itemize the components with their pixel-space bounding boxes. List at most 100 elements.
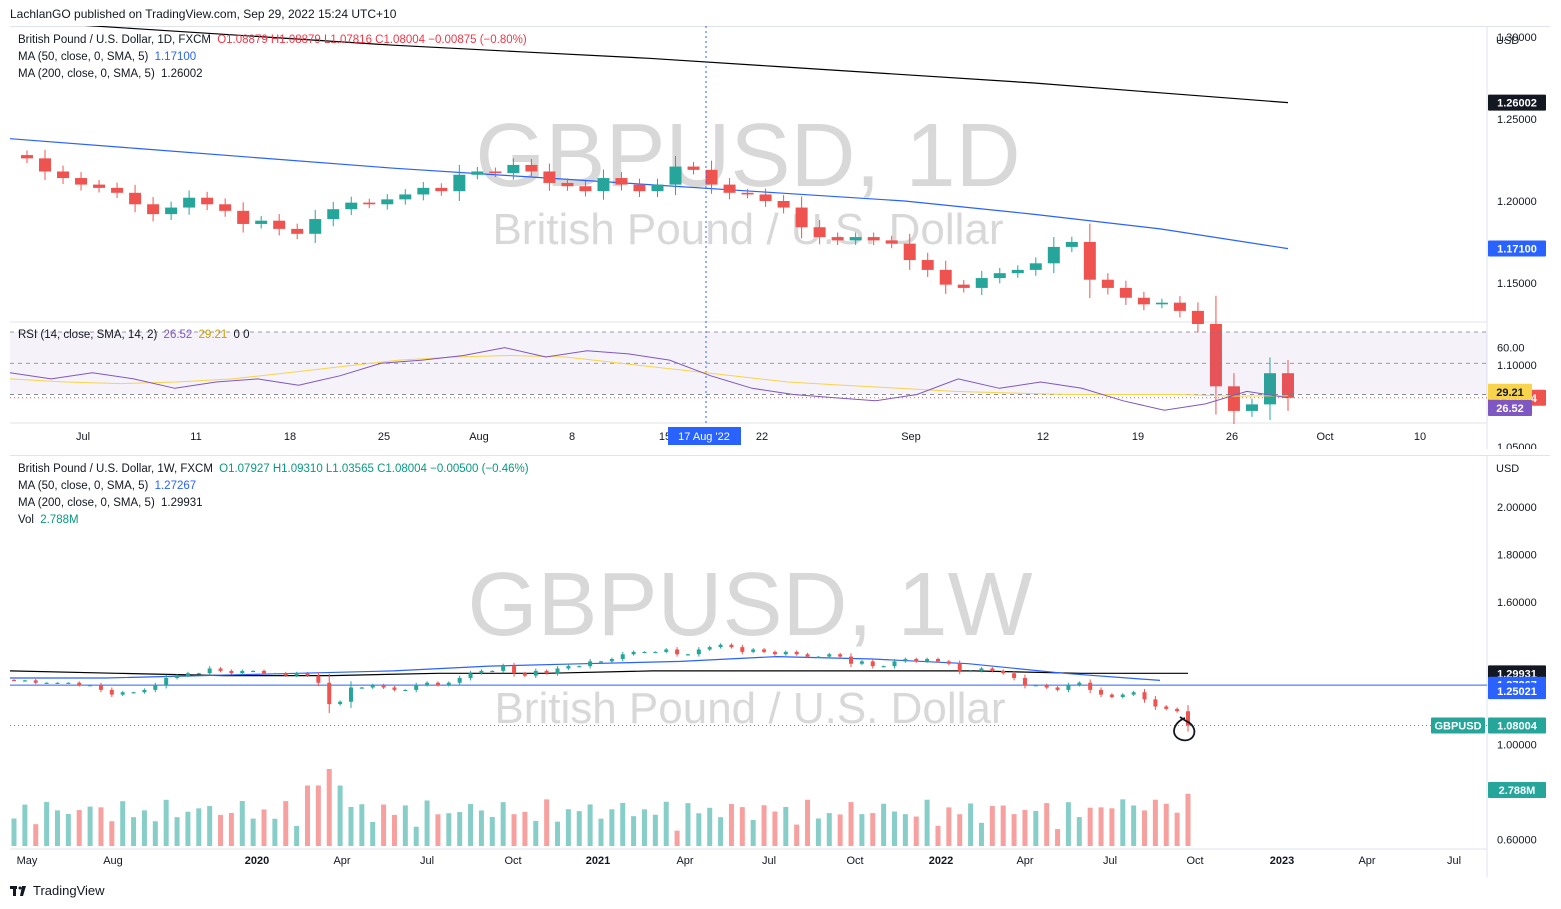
weekly-candle xyxy=(675,649,680,655)
weekly-watermark-ticker: GBPUSD, 1W xyxy=(467,555,1032,655)
weekly-watermark-name: British Pound / U.S. Dollar xyxy=(494,684,1005,733)
weekly-legend-vol[interactable]: Vol 2.788M xyxy=(18,514,82,526)
weekly-ma50-line xyxy=(10,655,1161,681)
daily-chart[interactable]: GBPUSD, 1D British Pound / U.S. Dollar U… xyxy=(0,26,1561,449)
footer-brand[interactable]: TradingView xyxy=(10,883,105,898)
weekly-candle xyxy=(1012,673,1017,678)
weekly-candle xyxy=(685,654,690,656)
daily-legend-ma200[interactable]: MA (200, close, 0, SMA, 5) 1.26002 xyxy=(18,68,206,80)
weekly-volume-bar xyxy=(978,822,984,846)
daily-candle xyxy=(489,171,502,174)
weekly-x-tick: May xyxy=(17,855,38,867)
rsi-line xyxy=(9,347,1289,411)
rsi-tag-value-bg xyxy=(1488,399,1532,416)
weekly-volume-bar xyxy=(609,809,615,846)
weekly-volume-bar xyxy=(174,817,180,846)
daily-candle xyxy=(39,158,52,172)
daily-candle xyxy=(435,187,448,192)
daily-candle xyxy=(651,184,664,192)
weekly-volume-bar xyxy=(881,803,887,846)
weekly-volume-bar xyxy=(837,814,843,846)
daily-candle xyxy=(399,194,412,200)
weekly-volume-bar xyxy=(1022,809,1028,846)
weekly-candle xyxy=(925,659,930,662)
weekly-volume-bar xyxy=(65,813,71,846)
weekly-volume-bar xyxy=(305,785,310,846)
weekly-volume-bar xyxy=(315,785,321,846)
weekly-x-tick: 2020 xyxy=(245,855,269,867)
daily-ma50-value: 1.17100 xyxy=(154,51,197,63)
daily-legend-ma50[interactable]: MA (50, close, 0, SMA, 5) 1.17100 xyxy=(18,51,199,63)
weekly-tag-volume: 2.788M xyxy=(1499,785,1536,797)
weekly-volume-bar xyxy=(239,801,245,846)
weekly-candle xyxy=(1001,670,1006,674)
daily-candle xyxy=(975,278,988,288)
weekly-tag-symbol-bg xyxy=(1431,717,1485,734)
daily-candle xyxy=(129,192,142,205)
weekly-candle xyxy=(1120,694,1125,697)
weekly-candle xyxy=(946,661,951,664)
daily-x-tick: Aug xyxy=(469,431,489,443)
weekly-candle xyxy=(588,661,593,667)
daily-y-tick: 1.25000 xyxy=(1497,114,1537,126)
weekly-volume-bar xyxy=(641,809,647,846)
daily-x-tick: Jul xyxy=(76,431,90,443)
weekly-volume-bar xyxy=(1120,799,1126,846)
weekly-legend-ma200[interactable]: MA (200, close, 0, SMA, 5) 1.29931 xyxy=(18,497,206,509)
publish-header: LachlanGO published on TradingView.com, … xyxy=(10,7,397,21)
weekly-volume-bar xyxy=(185,811,191,846)
weekly-volume-bar xyxy=(413,826,419,846)
daily-candle xyxy=(921,260,934,270)
weekly-volume-bar xyxy=(859,814,865,846)
weekly-ma50-label: MA (50, close, 0, SMA, 5) xyxy=(18,480,149,492)
weekly-tag-symbol: GBPUSD xyxy=(1434,721,1481,733)
daily-candle xyxy=(579,186,592,192)
weekly-candle xyxy=(1066,685,1071,690)
daily-candle xyxy=(1227,386,1240,411)
weekly-candle xyxy=(392,687,397,690)
weekly-candle xyxy=(457,678,462,683)
daily-x-tick: 10 xyxy=(1414,431,1426,443)
weekly-candle xyxy=(935,659,940,662)
daily-x-tick: 11 xyxy=(190,431,201,443)
weekly-volume-bar xyxy=(783,806,789,846)
daily-candle xyxy=(813,227,826,238)
weekly-volume-bar xyxy=(478,810,484,846)
weekly-candle xyxy=(642,651,647,654)
weekly-candle xyxy=(816,656,821,658)
weekly-chart[interactable]: GBPUSD, 1W British Pound / U.S. Dollar U… xyxy=(0,455,1561,877)
daily-currency-label: USD xyxy=(1496,35,1519,47)
weekly-volume-bar xyxy=(750,819,756,846)
daily-crosshair-label-bg xyxy=(668,427,741,445)
weekly-ma200-label: MA (200, close, 0, SMA, 5) xyxy=(18,497,155,509)
daily-candle xyxy=(561,182,574,187)
weekly-candle xyxy=(762,649,767,652)
daily-candle xyxy=(453,174,466,192)
weekly-candle xyxy=(240,670,245,674)
weekly-candle xyxy=(609,659,614,662)
daily-candle xyxy=(777,201,790,208)
daily-candle xyxy=(1029,263,1042,270)
weekly-volume-bar xyxy=(98,807,104,846)
weekly-candle xyxy=(33,680,38,683)
weekly-volume-bar xyxy=(511,814,517,846)
weekly-volume-bar xyxy=(555,821,561,846)
daily-y-tick: 1.30000 xyxy=(1497,32,1537,44)
daily-candle xyxy=(849,237,862,241)
daily-candle xyxy=(1047,246,1060,264)
weekly-volume-bar xyxy=(826,813,832,846)
weekly-candle xyxy=(555,668,560,674)
footer-brand-label: TradingView xyxy=(33,883,105,898)
weekly-volume-bar xyxy=(533,820,539,846)
weekly-volume-bar xyxy=(728,804,734,846)
weekly-x-tick: 2023 xyxy=(1270,855,1294,867)
weekly-candle xyxy=(838,654,843,657)
weekly-volume-bar xyxy=(805,799,811,846)
rsi-legend[interactable]: RSI (14, close, SMA, 14, 2) 26.52 29.21 … xyxy=(18,329,253,341)
daily-x-tick: 25 xyxy=(378,431,390,443)
daily-x-tick: Sep xyxy=(901,431,921,443)
weekly-volume-bar xyxy=(218,814,224,846)
weekly-volume-bar xyxy=(924,799,930,846)
weekly-legend-ma50[interactable]: MA (50, close, 0, SMA, 5) 1.27267 xyxy=(18,480,199,492)
weekly-volume-bar xyxy=(870,813,876,846)
